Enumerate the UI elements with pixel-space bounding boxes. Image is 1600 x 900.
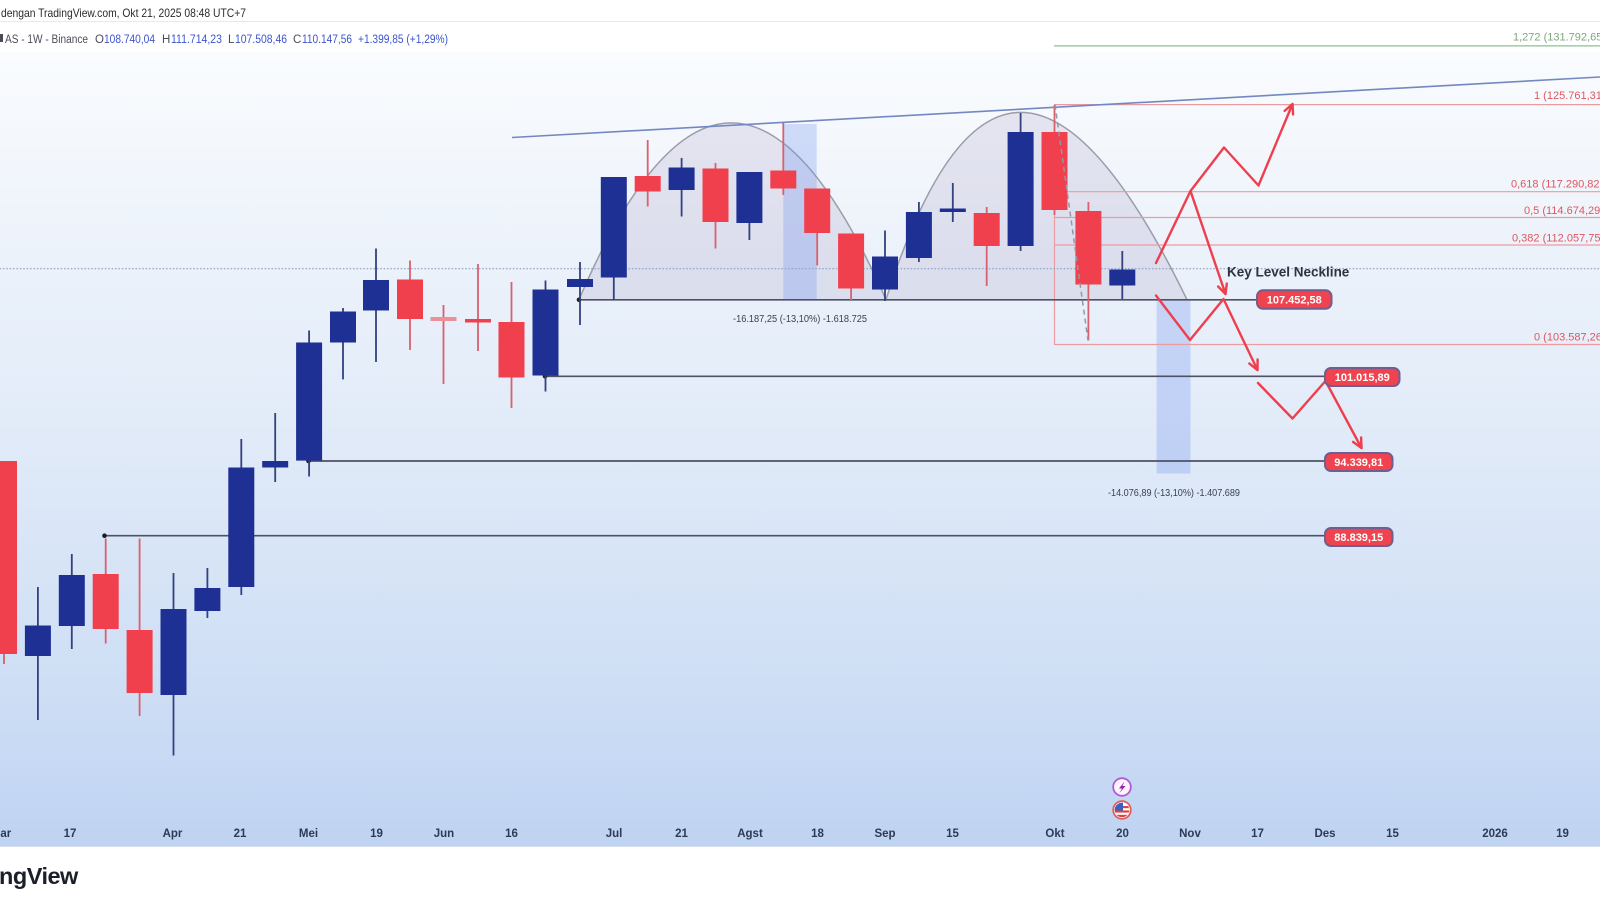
svg-text:18: 18 bbox=[811, 828, 824, 840]
svg-text:107.508,46: 107.508,46 bbox=[235, 34, 287, 46]
svg-text:Sep: Sep bbox=[874, 828, 895, 840]
svg-text:17: 17 bbox=[64, 828, 77, 840]
svg-text:Des: Des bbox=[1314, 828, 1335, 840]
svg-text:Jun: Jun bbox=[434, 828, 454, 840]
svg-text:O: O bbox=[95, 34, 104, 46]
svg-text:1,272 (131.792,65: 1,272 (131.792,65 bbox=[1513, 32, 1600, 44]
svg-text:H: H bbox=[162, 34, 170, 46]
svg-text:0 (103.587,26: 0 (103.587,26 bbox=[1534, 332, 1600, 344]
svg-text:94.339,81: 94.339,81 bbox=[1334, 457, 1383, 469]
svg-text:Mar: Mar bbox=[0, 828, 12, 840]
svg-text:21: 21 bbox=[234, 828, 247, 840]
svg-text:Key Level Neckline: Key Level Neckline bbox=[1227, 265, 1350, 280]
svg-text:110.147,56: 110.147,56 bbox=[302, 34, 352, 46]
svg-text:L: L bbox=[228, 34, 235, 46]
svg-text:20: 20 bbox=[1116, 828, 1129, 840]
svg-text:C: C bbox=[293, 34, 301, 46]
svg-text:AS - 1W - Binance: AS - 1W - Binance bbox=[5, 34, 88, 46]
svg-text:101.015,89: 101.015,89 bbox=[1335, 372, 1390, 384]
svg-text:0,382 (112.057,75: 0,382 (112.057,75 bbox=[1512, 233, 1600, 245]
svg-text:Jul: Jul bbox=[606, 828, 623, 840]
svg-text:Apr: Apr bbox=[163, 828, 183, 840]
svg-text:2026: 2026 bbox=[1482, 828, 1508, 840]
svg-text:16: 16 bbox=[505, 828, 518, 840]
svg-text:107.452,58: 107.452,58 bbox=[1267, 295, 1322, 307]
svg-text:Okt: Okt bbox=[1045, 828, 1064, 840]
svg-text:ngView: ngView bbox=[0, 863, 79, 889]
svg-text:dengan TradingView.com, Okt 21: dengan TradingView.com, Okt 21, 2025 08:… bbox=[1, 6, 246, 20]
svg-text:+1.399,85 (+1,29%): +1.399,85 (+1,29%) bbox=[358, 34, 448, 46]
svg-text:Agst: Agst bbox=[737, 828, 763, 840]
svg-text:-14.076,89 (-13,10%) -1.407.68: -14.076,89 (-13,10%) -1.407.689 bbox=[1108, 488, 1240, 499]
svg-text:21: 21 bbox=[675, 828, 688, 840]
svg-text:111.714,23: 111.714,23 bbox=[171, 34, 222, 46]
svg-text:Nov: Nov bbox=[1179, 828, 1201, 840]
svg-text:17: 17 bbox=[1251, 828, 1264, 840]
svg-text:15: 15 bbox=[1386, 828, 1399, 840]
svg-text:0,5 (114.674,29: 0,5 (114.674,29 bbox=[1524, 205, 1600, 217]
svg-text:0,618 (117.290,82: 0,618 (117.290,82 bbox=[1511, 179, 1599, 191]
svg-text:88.839,15: 88.839,15 bbox=[1334, 532, 1383, 544]
svg-text:-16.187,25 (-13,10%) -1.618.72: -16.187,25 (-13,10%) -1.618.725 bbox=[733, 314, 867, 325]
svg-text:1 (125.761,31: 1 (125.761,31 bbox=[1534, 90, 1600, 102]
svg-text:108.740,04: 108.740,04 bbox=[104, 34, 156, 46]
svg-text:19: 19 bbox=[1556, 828, 1569, 840]
svg-text:Mei: Mei bbox=[299, 828, 318, 840]
svg-text:15: 15 bbox=[946, 828, 959, 840]
svg-text:19: 19 bbox=[370, 828, 383, 840]
